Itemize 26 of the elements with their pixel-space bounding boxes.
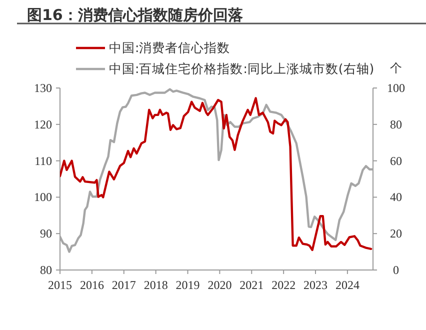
y2-tick-label: 60 bbox=[390, 154, 402, 168]
x-tick-label: 2015 bbox=[48, 278, 72, 292]
x-tick-label: 2016 bbox=[80, 278, 104, 292]
y2-tick-label: 40 bbox=[390, 190, 402, 204]
x-tick-label: 2020 bbox=[208, 278, 232, 292]
x-tick-label: 2017 bbox=[112, 278, 136, 292]
y2-tick-label: 20 bbox=[390, 226, 402, 241]
y2-tick-label: 80 bbox=[390, 117, 402, 132]
x-tick-label: 2024 bbox=[335, 278, 360, 292]
x-tick-label: 2018 bbox=[144, 278, 168, 292]
y-tick-label: 80 bbox=[40, 263, 52, 277]
y-tick-label: 90 bbox=[40, 226, 52, 241]
y-tick-label: 110 bbox=[34, 154, 52, 168]
x-tick-label: 2022 bbox=[272, 278, 296, 292]
y2-tick-label: 100 bbox=[387, 81, 405, 95]
legend-label: 中国:消费者信心指数 bbox=[109, 40, 230, 55]
x-tick-label: 2021 bbox=[240, 278, 264, 292]
y-tick-label: 100 bbox=[34, 190, 52, 204]
legend-label: 中国:百城住宅价格指数:同比上涨城市数(右轴) bbox=[109, 61, 374, 76]
y2-axis-title: 个 bbox=[390, 61, 402, 75]
x-tick-label: 2019 bbox=[176, 278, 200, 292]
y2-tick-label: 0 bbox=[393, 263, 399, 277]
y-tick-label: 120 bbox=[34, 117, 52, 132]
x-tick-label: 2023 bbox=[304, 278, 328, 292]
chart-title: 图16：消费信心指数随房价回落 bbox=[27, 6, 244, 24]
y-tick-label: 130 bbox=[34, 81, 52, 95]
